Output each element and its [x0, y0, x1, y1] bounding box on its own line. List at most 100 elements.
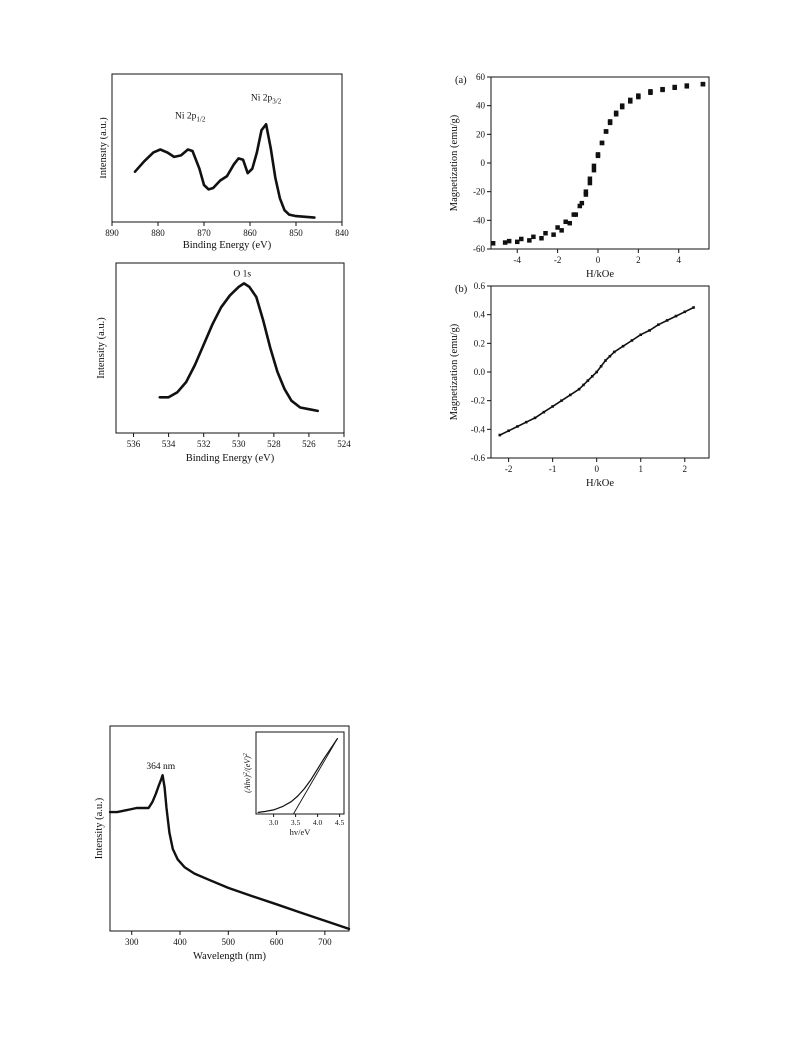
tauc-fit-line	[292, 738, 338, 815]
mh-a-point	[543, 230, 548, 236]
x-tick-label: -4	[513, 255, 521, 265]
mh-b-point	[595, 370, 598, 374]
peak-annotation-sub: 3/2	[272, 98, 281, 106]
x-tick-label: 2	[683, 464, 688, 474]
inset-y-title-mid: /(eV)	[243, 756, 252, 773]
mh-a-point	[599, 140, 605, 146]
mh-a-point	[567, 220, 572, 226]
y-tick-label: -0.4	[471, 424, 486, 434]
inset-y-title-sup1: 2	[243, 772, 249, 775]
mh-b-point	[639, 333, 643, 337]
x-tick-label: 536	[127, 439, 141, 449]
mh-b-point	[516, 425, 519, 428]
mh-a-point	[579, 200, 585, 206]
x-tick-label: 880	[151, 228, 165, 238]
inset-y-axis-title: (Ahv)2/(eV)2	[243, 753, 252, 793]
mh-a-point	[591, 167, 597, 173]
inset-x-tick-label: 4.0	[313, 818, 323, 827]
x-tick-label: 4	[676, 255, 681, 265]
peak-annotation-main: Ni 2p	[175, 111, 197, 121]
mh-b-point	[582, 383, 585, 387]
panel-label: (a)	[455, 75, 467, 86]
mh-a-point	[539, 236, 544, 241]
x-tick-label: 600	[270, 937, 284, 947]
mh-b-point	[524, 420, 528, 424]
mh-a-point	[583, 192, 589, 197]
mh-a-point	[613, 110, 619, 116]
x-axis-title: Binding Energy (eV)	[186, 453, 275, 464]
mh-b-point	[498, 433, 502, 437]
x-tick-label: 840	[335, 228, 349, 238]
y-axis-title: Magnetization (emu/g)	[449, 114, 460, 211]
x-tick-label: 860	[243, 228, 257, 238]
inset-y-title-sup2: 2	[243, 753, 249, 756]
x-tick-label: 500	[222, 937, 236, 947]
mh-a-point	[628, 97, 633, 103]
uvvis-plot-frame	[109, 725, 350, 932]
mh-a-point	[636, 93, 641, 98]
x-tick-label: 890	[105, 228, 119, 238]
x-tick-label: 532	[197, 439, 211, 449]
x-axis-title: H/kOe	[586, 269, 614, 280]
y-axis-title: Intensity (a.u.)	[96, 317, 107, 379]
mh-b-point	[608, 354, 612, 358]
ni2p-spectrum-line	[133, 122, 316, 219]
mh-a-point	[607, 119, 613, 124]
mh-a-point	[583, 189, 589, 194]
y-tick-label: -0.2	[471, 396, 485, 406]
mh-b-point	[568, 393, 572, 397]
chart-o1s-xps: 536 534 532 530 528 526 524 Binding Energy (eV)…	[96, 262, 351, 464]
mh-a-plot-frame	[490, 76, 710, 250]
mh-a-point	[591, 163, 597, 169]
x-tick-label: 300	[125, 937, 139, 947]
mh-a-point	[559, 228, 564, 233]
x-axis-title: Wavelength (nm)	[193, 951, 266, 962]
panel-label: (b)	[455, 284, 468, 295]
mh-a-point	[551, 232, 556, 237]
x-tick-label: 1	[638, 464, 643, 474]
peak-annotation: 364 nm	[146, 762, 175, 772]
x-tick-label: 524	[337, 439, 351, 449]
mh-a-point	[519, 236, 524, 242]
o1s-plot-frame	[115, 262, 345, 434]
uvvis-spectrum-line	[108, 774, 351, 931]
mh-a-point	[563, 219, 568, 225]
mh-a-point	[660, 86, 665, 92]
mh-b-plot-frame	[490, 285, 710, 459]
mh-b-point	[665, 319, 669, 322]
mh-b-point	[613, 350, 616, 354]
chart-ni2p-xps: 890 880 870 860 850 840 Binding Energy (eV) Int…	[100, 73, 349, 251]
y-tick-label: 40	[476, 101, 486, 111]
peak-annotation-main: 364 nm	[146, 762, 175, 772]
mh-a-point	[648, 89, 653, 94]
y-tick-label: 20	[476, 129, 486, 139]
x-tick-label: -2	[554, 255, 562, 265]
mh-b-point	[560, 399, 563, 402]
x-tick-label: 528	[267, 439, 281, 449]
mh-a-point	[527, 238, 532, 243]
y-axis-title: Intensity (a.u.)	[94, 797, 105, 859]
x-tick-label: 534	[162, 439, 176, 449]
mh-b-point	[590, 375, 594, 378]
o1s-spectrum-line	[158, 282, 319, 413]
inset-x-tick-label: 3.5	[291, 818, 301, 827]
mh-b-point	[533, 416, 537, 420]
mh-a-point	[577, 203, 583, 209]
x-tick-label: 850	[289, 228, 303, 238]
mh-b-point	[648, 329, 651, 332]
mh-a-point	[506, 238, 512, 244]
mh-a-point	[514, 239, 520, 245]
mh-a-point	[531, 234, 536, 240]
y-tick-label: -40	[473, 215, 485, 225]
y-tick-label: 0.4	[474, 310, 486, 320]
peak-annotation-main: O 1s	[233, 270, 251, 280]
y-axis-title: Intensity (a.u.)	[100, 117, 109, 179]
x-tick-label: 526	[302, 439, 316, 449]
peak-annotation-sub: 1/2	[196, 115, 205, 123]
mh-a-point	[595, 153, 601, 159]
mh-b-point	[599, 364, 603, 368]
y-tick-label: -20	[473, 187, 485, 197]
y-tick-label: -0.6	[471, 453, 486, 463]
x-tick-label: 0	[596, 255, 601, 265]
mh-a-point	[555, 225, 560, 230]
